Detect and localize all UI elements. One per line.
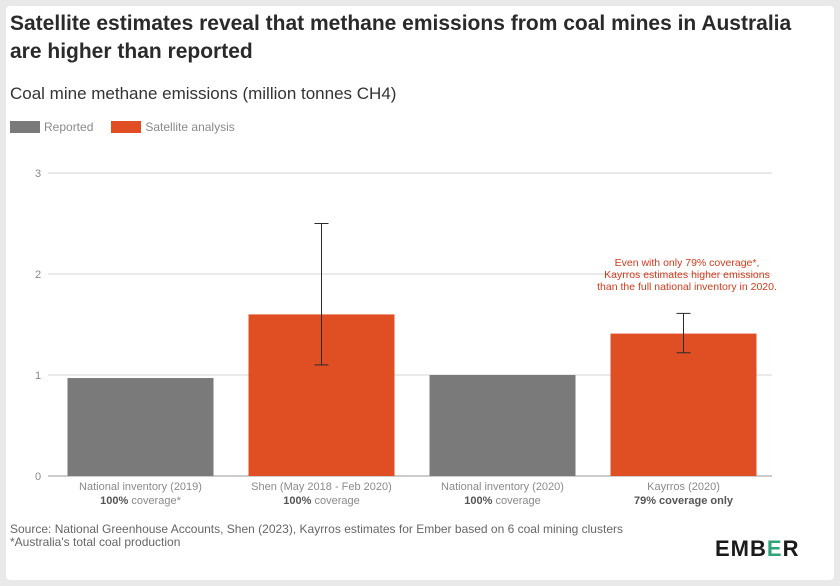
x-tick-sublabel: 100% coverage (464, 495, 540, 507)
x-tick-label: National inventory (2020) (441, 481, 564, 493)
x-tick-sublabel: 100% coverage (283, 495, 359, 507)
chart-title: Satellite estimates reveal that methane … (10, 12, 792, 63)
bar-1 (67, 378, 214, 476)
legend-swatch-satellite (111, 121, 142, 133)
bar-4 (610, 333, 757, 476)
legend-item-satellite: Satellite analysis (111, 120, 235, 134)
annotation-line: Even with only 79% coverage*, (615, 257, 760, 269)
x-tick-label: Kayrros (2020) (647, 481, 720, 493)
legend-swatch-reported (10, 121, 40, 133)
x-tick-sublabel: 100% coverage* (100, 495, 181, 507)
bar-3 (429, 375, 576, 476)
y-tick-label: 1 (35, 370, 41, 382)
legend-label-satellite: Satellite analysis (145, 120, 235, 134)
ember-logo: EMBER (715, 536, 800, 561)
source-note: Source: National Greenhouse Accounts, Sh… (10, 523, 670, 549)
y-tick-label: 0 (35, 471, 41, 483)
annotation-line: than the full national inventory in 2020… (597, 281, 777, 293)
chart-subtitle: Coal mine methane emissions (million ton… (10, 84, 397, 103)
footnote-text: *Australia's total coal production (10, 535, 181, 549)
annotation-line: Kayrros estimates higher emissions (604, 269, 770, 281)
x-tick-label: Shen (May 2018 - Feb 2020) (251, 481, 392, 493)
x-tick-label: National inventory (2019) (79, 481, 202, 493)
legend-label-reported: Reported (44, 120, 94, 134)
legend-item-reported: Reported (10, 120, 93, 134)
x-tick-sublabel: 79% coverage only (634, 495, 734, 507)
y-tick-label: 3 (35, 168, 41, 180)
legend: Reported Satellite analysis (10, 120, 253, 134)
chart-card (6, 6, 834, 580)
source-text: Source: National Greenhouse Accounts, Sh… (10, 522, 623, 536)
y-tick-label: 2 (35, 269, 41, 281)
